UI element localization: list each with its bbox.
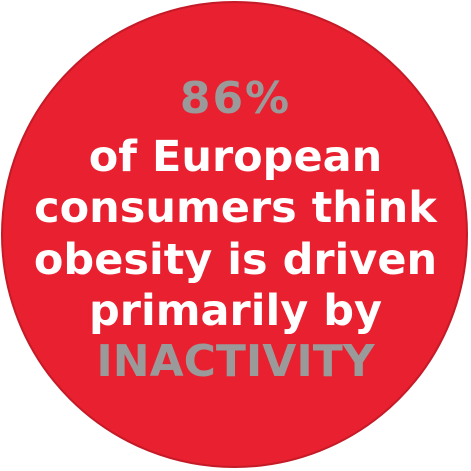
statement-line-4: primarily by — [88, 286, 383, 336]
stat-percentage: 86% — [179, 73, 292, 124]
highlight-word: INACTIVITY — [96, 336, 375, 387]
statement-line-2: consumers think — [34, 183, 437, 233]
statement-line-3: obesity is driven — [33, 235, 438, 285]
statement-line-1: of European — [88, 132, 383, 182]
